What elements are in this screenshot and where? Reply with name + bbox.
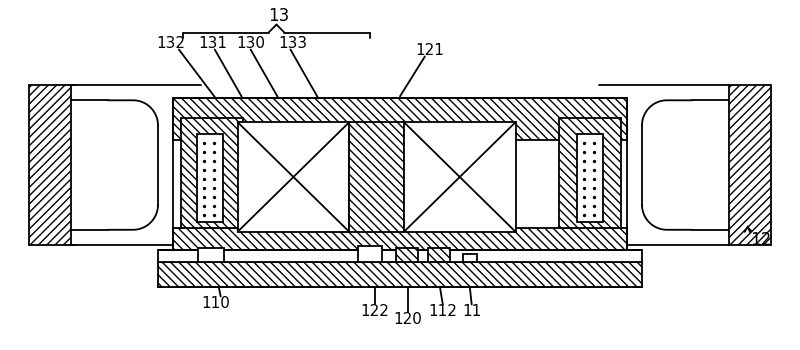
Bar — [158, 262, 642, 287]
Bar — [197, 134, 222, 222]
Bar — [173, 228, 627, 250]
Bar — [238, 122, 350, 232]
Bar — [404, 122, 515, 232]
Text: 131: 131 — [198, 36, 227, 51]
Text: 110: 110 — [202, 296, 230, 311]
Text: 13: 13 — [268, 7, 289, 24]
Text: 121: 121 — [415, 43, 444, 58]
Text: 120: 120 — [394, 312, 422, 327]
Bar — [462, 254, 477, 262]
Bar — [396, 248, 418, 262]
Text: 11: 11 — [462, 304, 482, 319]
Text: 133: 133 — [278, 36, 307, 51]
Bar — [578, 134, 603, 222]
Bar — [729, 85, 770, 245]
Text: 12: 12 — [750, 231, 771, 249]
Text: 130: 130 — [236, 36, 265, 51]
Bar — [173, 98, 627, 140]
Bar — [158, 250, 642, 262]
Bar — [428, 248, 450, 262]
Bar — [181, 118, 242, 228]
Bar — [30, 85, 71, 245]
Bar — [198, 248, 224, 262]
Text: 122: 122 — [361, 304, 390, 319]
Text: 132: 132 — [157, 36, 186, 51]
Bar — [358, 246, 382, 262]
Bar — [559, 118, 621, 228]
Text: 112: 112 — [428, 304, 458, 319]
Bar — [350, 122, 404, 232]
